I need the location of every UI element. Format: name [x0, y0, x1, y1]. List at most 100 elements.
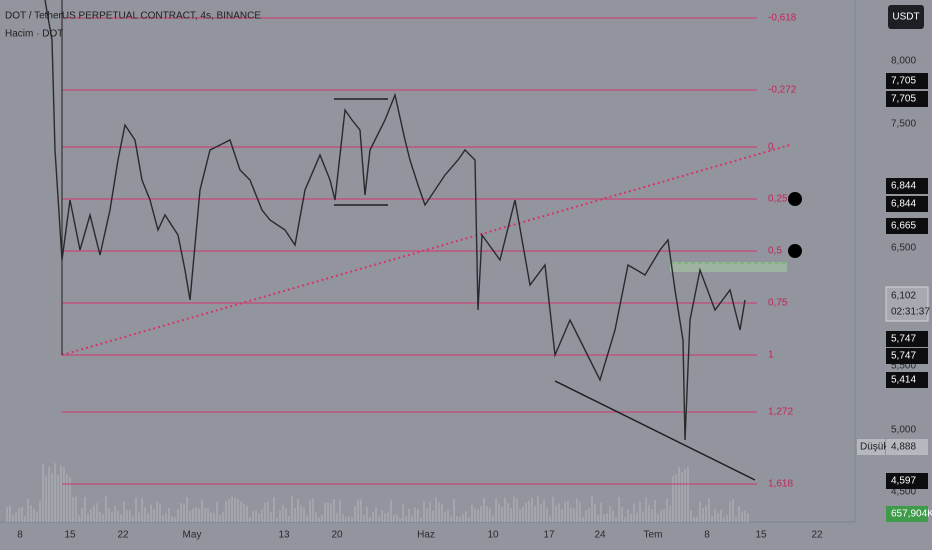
- volume-bar: [87, 513, 89, 522]
- volume-bar: [459, 516, 461, 522]
- volume-bar: [693, 517, 695, 522]
- volume-bar: [264, 502, 266, 522]
- volume-bar: [297, 498, 299, 522]
- volume-bar: [423, 501, 425, 522]
- volume-bar: [102, 514, 104, 522]
- volume-bar: [450, 516, 452, 522]
- volume-bar: [726, 515, 728, 522]
- currency-button[interactable]: [888, 5, 924, 29]
- volume-bar: [270, 512, 272, 522]
- volume-bar: [237, 499, 239, 522]
- volume-bar: [720, 509, 722, 522]
- volume-bar: [174, 516, 176, 522]
- volume-bar: [357, 499, 359, 522]
- price-badge: [886, 439, 928, 455]
- volume-bar: [447, 510, 449, 522]
- axes: 8,000 7,500 6,500 5,500 5,000 4,500 7,705 7,705…: [17, 56, 932, 541]
- volume-bar: [396, 514, 398, 522]
- volume-bar: [702, 507, 704, 522]
- volume-bar: [555, 505, 557, 522]
- volume-bar: [198, 508, 200, 522]
- volume-bar: [432, 510, 434, 522]
- support-line: [554, 380, 756, 481]
- volume-bar: [669, 505, 671, 522]
- volume-bar: [603, 514, 605, 522]
- volume-bar: [231, 496, 233, 522]
- volume-bar: [177, 508, 179, 522]
- price-label: 4,500: [891, 487, 916, 498]
- volume-bar: [252, 510, 254, 522]
- volume-bar: [558, 503, 560, 522]
- volume-bar: [384, 512, 386, 522]
- volume-bar: [477, 509, 479, 522]
- volume-bar: [114, 505, 116, 522]
- volume-bar: [534, 506, 536, 522]
- price-badge-text: 5,747: [891, 351, 916, 362]
- volume-bar: [6, 507, 8, 522]
- volume-bar: [438, 502, 440, 522]
- volume-bar: [15, 512, 17, 522]
- volume-bar: [741, 511, 743, 522]
- volume-bar: [429, 501, 431, 522]
- volume-bar: [111, 512, 113, 522]
- volume-bar: [303, 507, 305, 522]
- volume-bar: [150, 504, 152, 522]
- price-badge: [886, 91, 928, 107]
- time-label: Haz: [417, 530, 435, 541]
- volume-bar: [306, 515, 308, 522]
- volume-bar: [378, 516, 380, 522]
- volume-bar: [654, 499, 656, 522]
- volume-bar: [240, 501, 242, 522]
- time-label: Tem: [644, 530, 663, 541]
- volume-bar: [228, 499, 230, 522]
- volume-bar: [42, 463, 44, 522]
- volume-bar: [507, 503, 509, 522]
- volume-bar: [714, 509, 716, 522]
- price-badge-text: 5,414: [891, 375, 916, 386]
- volume-bar: [135, 497, 137, 522]
- marker-dot: [788, 244, 802, 258]
- volume-bar: [672, 476, 674, 522]
- volume-bar: [186, 496, 188, 522]
- volume-bar: [540, 504, 542, 522]
- volume-bar: [282, 505, 284, 522]
- volume-bar: [207, 508, 209, 522]
- volume-bar: [354, 506, 356, 522]
- volume-bar: [294, 507, 296, 522]
- volume-bar: [138, 512, 140, 522]
- volume-bar: [609, 506, 611, 522]
- volume-bar: [465, 511, 467, 522]
- volume-bar: [267, 501, 269, 522]
- volume-bar: [66, 474, 68, 522]
- volume-bar: [9, 505, 11, 522]
- volume-bar: [219, 515, 221, 522]
- volume-bar: [276, 517, 278, 522]
- volume-bar: [249, 517, 251, 522]
- volume-bar: [546, 508, 548, 522]
- volume-bar: [627, 509, 629, 522]
- chart-title: DOT / TetherUS PERPETUAL CONTRACT, 4s, B…: [5, 11, 261, 22]
- volume-bar: [690, 510, 692, 522]
- volume-bar: [258, 513, 260, 522]
- time-label: 8: [704, 530, 710, 541]
- volume-bar: [402, 504, 404, 522]
- volume-bar: [126, 510, 128, 522]
- volume-bar: [93, 505, 95, 522]
- volume-bar: [471, 504, 473, 522]
- volume-bar: [495, 498, 497, 522]
- volume-bar: [675, 474, 677, 522]
- volume-bar: [60, 465, 62, 522]
- price-badge: [886, 331, 928, 347]
- volume-bar: [510, 507, 512, 522]
- target-zone: [670, 262, 787, 272]
- volume-bar: [399, 517, 401, 522]
- price-badge: [886, 473, 928, 489]
- price-badge: [886, 372, 928, 388]
- price-badge-text: 6,844: [891, 181, 916, 192]
- volume-bar: [51, 472, 53, 522]
- volume-bar: [300, 505, 302, 522]
- volume-bar: [405, 516, 407, 522]
- currency-button-label[interactable]: USDT: [892, 12, 919, 23]
- volume-bar: [408, 509, 410, 522]
- volume-bar: [321, 514, 323, 522]
